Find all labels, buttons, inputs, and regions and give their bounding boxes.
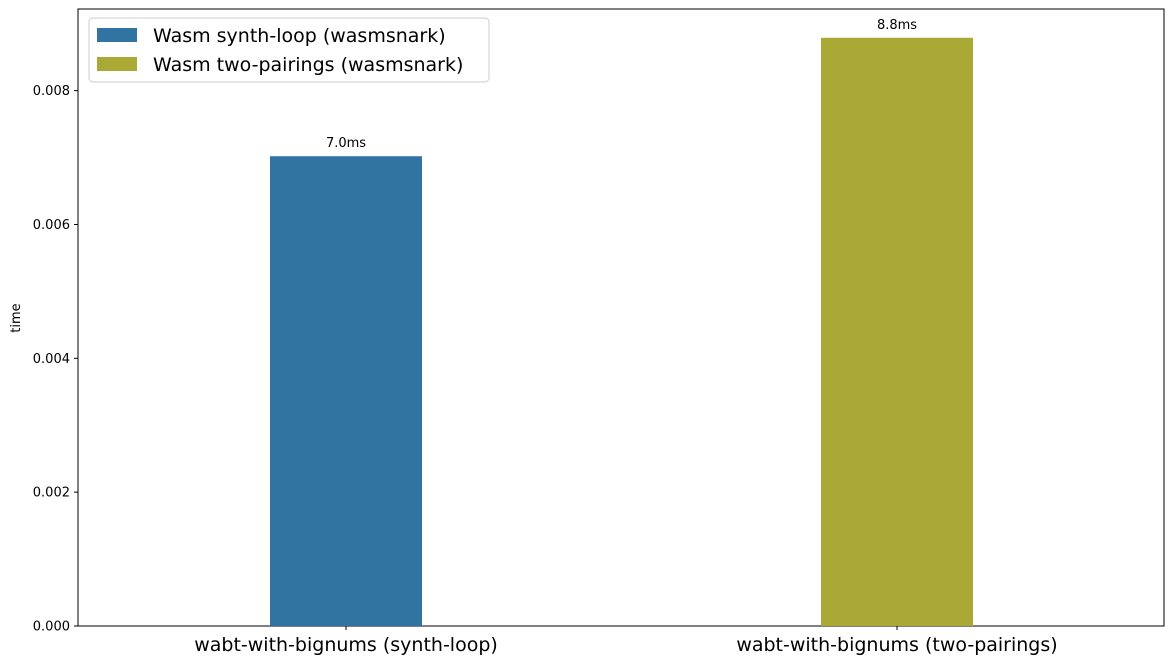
legend-swatch (97, 28, 137, 42)
legend-swatch (97, 57, 137, 71)
x-category-label: wabt-with-bignums (two-pairings) (736, 634, 1057, 656)
bar-value-label: 7.0ms (326, 136, 366, 151)
legend-box (88, 17, 490, 83)
y-tick-label: 0.006 (33, 218, 70, 233)
y-tick-label: 0.000 (33, 620, 70, 635)
plot-area (77, 8, 1165, 627)
y-tick-label: 0.004 (33, 352, 70, 367)
y-axis-title: time (9, 303, 24, 332)
data-labels-group: 7.0ms 8.8ms (326, 18, 917, 151)
bars-group (270, 37, 973, 626)
bar (821, 37, 973, 626)
y-tick-label: 0.008 (33, 84, 70, 99)
y-axis: 0.000 0.002 0.004 0.006 0.008 (33, 84, 78, 635)
x-category-label: wabt-with-bignums (synth-loop) (194, 634, 498, 656)
legend-label: Wasm two-pairings (wasmsnark) (153, 54, 463, 76)
x-axis: wabt-with-bignums (synth-loop) wabt-with-… (194, 626, 1058, 656)
bar (270, 156, 422, 626)
legend-label: Wasm synth-loop (wasmsnark) (153, 25, 446, 47)
bar-value-label: 8.8ms (877, 18, 917, 33)
y-tick-label: 0.002 (33, 486, 70, 501)
legend: Wasm synth-loop (wasmsnark) Wasm two-pair… (88, 17, 490, 83)
plot-frame (77, 8, 1165, 627)
